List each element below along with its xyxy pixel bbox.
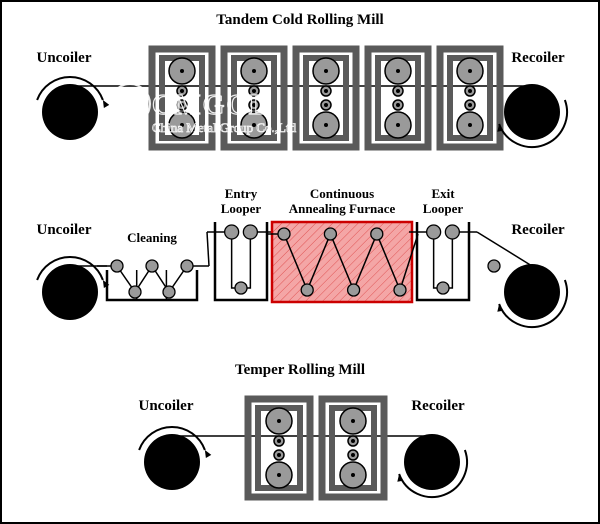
svg-text:CMGCL: CMGCL [152, 90, 269, 121]
diagram-svg: Tandem Cold Rolling Mill Uncoiler Recoiler… [2, 2, 598, 522]
cleaning-tank [107, 270, 197, 300]
uncoiler-coil-3 [144, 434, 200, 490]
svg-text:Uncoiler: Uncoiler [139, 398, 194, 414]
uncoiler-coil-2 [42, 264, 98, 320]
watermark: CMGCLChina Metal Group Co.,Ltd [110, 84, 297, 135]
recoiler-coil-3 [404, 434, 460, 490]
svg-text:Looper: Looper [423, 201, 464, 216]
svg-text:Recoiler: Recoiler [411, 398, 465, 414]
svg-text:Looper: Looper [221, 201, 262, 216]
svg-text:Temper Rolling Mill: Temper Rolling Mill [235, 362, 365, 378]
svg-text:Uncoiler: Uncoiler [37, 222, 92, 238]
svg-text:Annealing Furnace: Annealing Furnace [289, 201, 396, 216]
uncoiler-coil [42, 84, 98, 140]
diagram-canvas: Tandem Cold Rolling Mill Uncoiler Recoiler… [0, 0, 600, 524]
svg-text:Cleaning: Cleaning [127, 230, 177, 245]
svg-text:Tandem Cold Rolling Mill: Tandem Cold Rolling Mill [216, 12, 383, 28]
svg-text:Recoiler: Recoiler [511, 50, 565, 66]
recoiler-coil [504, 84, 560, 140]
svg-text:Uncoiler: Uncoiler [37, 50, 92, 66]
svg-text:Exit: Exit [431, 186, 455, 201]
recoiler-coil-2 [504, 264, 560, 320]
svg-text:Entry: Entry [225, 186, 258, 201]
svg-text:Continuous: Continuous [310, 186, 374, 201]
svg-text:Recoiler: Recoiler [511, 222, 565, 238]
svg-text:China Metal Group Co.,Ltd: China Metal Group Co.,Ltd [152, 120, 297, 135]
